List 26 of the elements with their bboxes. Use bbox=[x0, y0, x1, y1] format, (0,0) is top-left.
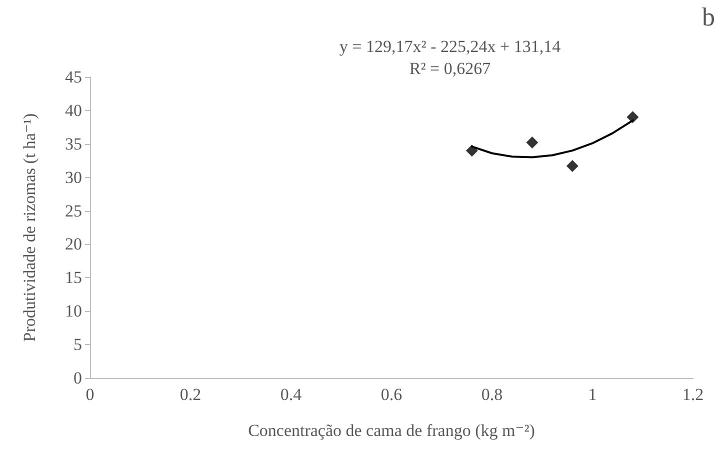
y-tick-label: 15 bbox=[65, 268, 82, 288]
annotation: R² = 0,6267 bbox=[409, 59, 492, 78]
y-tick-label: 40 bbox=[65, 100, 82, 120]
x-tick-label: 0.4 bbox=[280, 385, 302, 404]
point bbox=[526, 136, 538, 149]
x-axis-title: Concentração de cama de frango (kg m⁻²) bbox=[248, 421, 535, 440]
point bbox=[626, 111, 639, 124]
y-tick-label: 45 bbox=[65, 68, 82, 86]
x-tick-label: 1 bbox=[588, 385, 597, 404]
y-tick-label: 30 bbox=[65, 168, 82, 187]
x-tick-label: 0.6 bbox=[380, 385, 402, 404]
text: y = 129,17x² - 225,24x + 131,14 bbox=[339, 37, 562, 56]
x-tick-label: 1.2 bbox=[682, 385, 704, 404]
x-tick-label: 0 bbox=[86, 385, 94, 404]
x-tick-label: 0.2 bbox=[180, 385, 202, 404]
point bbox=[466, 144, 478, 157]
y-tick-label: 10 bbox=[65, 302, 82, 321]
x-tick-label: 0.8 bbox=[481, 385, 503, 404]
text: b bbox=[702, 2, 715, 32]
y-tick-label: 0 bbox=[74, 368, 82, 388]
y-tick-label: 25 bbox=[65, 201, 82, 220]
y-tick-label: 5 bbox=[74, 335, 82, 354]
y-tick-label: 35 bbox=[65, 134, 82, 154]
y-tick-label: 20 bbox=[65, 234, 82, 254]
point bbox=[566, 160, 578, 172]
y-axis-title: Produtividade de rizomas (t ha⁻¹) bbox=[20, 113, 39, 342]
